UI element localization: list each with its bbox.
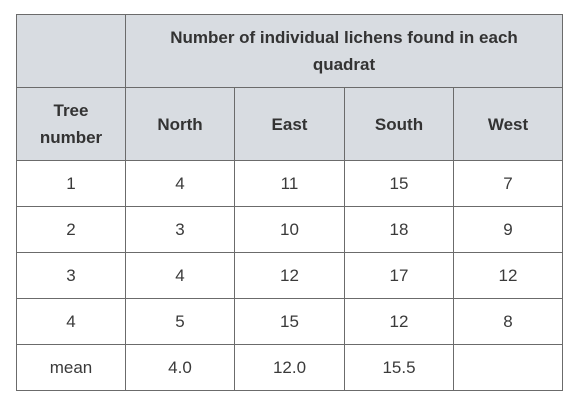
table-cell: 9 [453,206,563,253]
header-corner-cell [16,14,126,88]
table-cell-empty [453,344,563,391]
table-row: 3 4 12 17 12 [16,252,563,299]
table-cell: 11 [234,160,345,207]
quadrat-group-header-text: Number of individual lichens found in ea… [170,28,518,74]
table-cell: 12 [344,298,454,345]
table-cell: 15 [344,160,454,207]
table-cell: 4 [125,160,235,207]
mean-row: mean 4.0 12.0 15.5 [16,344,563,391]
table-cell: 15.5 [344,344,454,391]
table-cell: 12.0 [234,344,345,391]
table-cell: 15 [234,298,345,345]
table-cell: 18 [344,206,454,253]
table-cell: 4.0 [125,344,235,391]
column-header-east: East [234,87,345,161]
table-cell: 4 [125,252,235,299]
table-row: 4 5 15 12 8 [16,298,563,345]
table-row: 2 3 10 18 9 [16,206,563,253]
quadrat-group-header: Number of individual lichens found in ea… [125,14,563,88]
column-header-west: West [453,87,563,161]
header-row-group: Number of individual lichens found in ea… [16,14,563,88]
row-label: mean [16,344,126,391]
tree-number-header-text: Tree number [39,101,103,147]
table-cell: 12 [234,252,345,299]
table-cell: 7 [453,160,563,207]
table-cell: 10 [234,206,345,253]
table-cell: 3 [125,206,235,253]
column-header-south: South [344,87,454,161]
row-label: 2 [16,206,126,253]
table-row: 1 4 11 15 7 [16,160,563,207]
table-cell: 8 [453,298,563,345]
row-label: 1 [16,160,126,207]
row-label: 3 [16,252,126,299]
tree-number-header: Tree number [16,87,126,161]
row-label: 4 [16,298,126,345]
table-cell: 12 [453,252,563,299]
table-cell: 5 [125,298,235,345]
lichen-count-table: Number of individual lichens found in ea… [16,14,563,391]
column-header-north: North [125,87,235,161]
table-cell: 17 [344,252,454,299]
header-row-columns: Tree number North East South West [16,87,563,161]
